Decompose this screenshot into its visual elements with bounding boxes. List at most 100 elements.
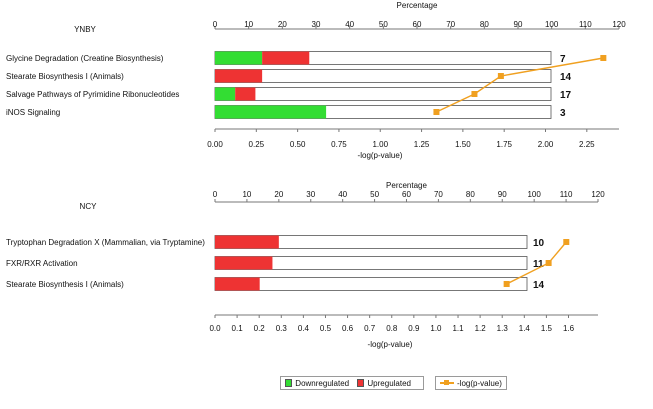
ncy-count-label: 14: [533, 280, 545, 291]
ynby-logp-point: [600, 55, 607, 61]
ncy-bottom-tick-label: 0.1: [232, 324, 244, 333]
ncy-bar-frame: [214, 277, 528, 291]
ynby-top-tick-label: 50: [379, 20, 388, 29]
ncy-logp-point: [503, 281, 510, 287]
ynby-category-label: iNOS Signaling: [6, 108, 60, 117]
ncy-top-tick-label: 120: [591, 190, 605, 199]
ynby-bar-frame: [214, 87, 552, 101]
ynby-bottom-tick-label: 0.00: [207, 140, 223, 149]
ncy-count-label: 10: [533, 238, 545, 249]
ynby-panel-label: YNBY: [74, 25, 96, 34]
ncy-top-tick-label: 110: [560, 190, 573, 199]
ynby-bottom-tick-label: 0.25: [249, 140, 265, 149]
ncy-bar-upregulated: [215, 256, 273, 270]
ynby-bar-upregulated: [262, 51, 310, 65]
ynby-bottom-tick-label: 1.75: [496, 140, 512, 149]
ncy-logp-point: [545, 260, 552, 266]
ncy-bottom-tick-label: 1.5: [541, 324, 553, 333]
ynby-bottom-tick-label: 1.00: [372, 140, 388, 149]
ncy-top-tick-label: 40: [338, 190, 347, 199]
ncy-bottom-tick-label: 1.6: [563, 324, 575, 333]
legend-label-downregulated: Downregulated: [295, 378, 350, 388]
ncy-category-label: Stearate Biosynthesis I (Animals): [6, 280, 124, 289]
ncy-logp-point: [563, 239, 570, 245]
ynby-bar-downregulated: [215, 105, 327, 119]
ncy-bottom-tick-label: 1.0: [430, 324, 442, 333]
legend-regulation: Downregulated Upregulated: [280, 376, 424, 390]
ncy-category-label: FXR/RXR Activation: [6, 259, 78, 268]
ncy-top-tick-label: 0: [213, 190, 218, 199]
ynby-top-tick-label: 90: [514, 20, 523, 29]
ynby-count-label: 3: [560, 108, 566, 119]
ynby-top-axis-title: Percentage: [397, 1, 438, 10]
legend-swatch-upregulated: [357, 379, 365, 387]
legend-line-logp: [440, 379, 454, 387]
ncy-bar-upregulated: [215, 277, 260, 291]
ncy-bottom-tick-label: 1.2: [475, 324, 487, 333]
ncy-bottom-tick-label: 0.2: [254, 324, 266, 333]
ynby-top-tick-label: 80: [480, 20, 489, 29]
legend-logp: -log(p-value): [435, 376, 507, 390]
ynby-top-tick-label: 10: [244, 20, 253, 29]
legend-label-logp: -log(p-value): [457, 378, 502, 388]
ncy-bottom-tick-label: 0.8: [386, 324, 398, 333]
ncy-top-tick-label: 20: [274, 190, 283, 199]
ynby-top-tick-label: 70: [446, 20, 455, 29]
ncy-bottom-tick-label: 0.3: [276, 324, 288, 333]
ncy-bottom-tick-label: 0.5: [320, 324, 332, 333]
ynby-top-tick-label: 30: [312, 20, 321, 29]
ncy-bottom-tick-label: 0.9: [408, 324, 420, 333]
ynby-logp-point: [471, 91, 478, 97]
ynby-bottom-tick-label: 0.50: [290, 140, 306, 149]
ncy-bottom-tick-label: 0.0: [209, 324, 221, 333]
ynby-top-tick-label: 110: [579, 20, 592, 29]
ynby-top-tick-label: 100: [545, 20, 559, 29]
ncy-top-tick-label: 10: [242, 190, 251, 199]
ynby-bar-downregulated: [215, 87, 236, 101]
ncy-count-label: 11: [533, 259, 544, 270]
ynby-category-label: Glycine Degradation (Creatine Biosynthes…: [6, 54, 164, 63]
ynby-bottom-tick-label: 0.75: [331, 140, 347, 149]
ncy-bottom-tick-label: 1.1: [452, 324, 464, 333]
ynby-logp-point: [497, 73, 504, 79]
ynby-count-label: 17: [560, 90, 572, 101]
ynby-bottom-tick-label: 2.25: [579, 140, 595, 149]
ncy-top-tick-label: 60: [402, 190, 411, 199]
ynby-top-tick-label: 40: [345, 20, 354, 29]
ynby-bar-downregulated: [215, 51, 263, 65]
ynby-top-tick-label: 120: [612, 20, 626, 29]
ynby-bottom-tick-label: 2.00: [538, 140, 554, 149]
ynby-x-axis-title: -log(p-value): [358, 151, 403, 160]
ynby-category-label: Stearate Biosynthesis I (Animals): [6, 72, 124, 81]
ncy-bottom-tick-label: 0.4: [298, 324, 310, 333]
ynby-top-tick-label: 60: [413, 20, 422, 29]
ynby-bar-upregulated: [215, 69, 263, 83]
ynby-count-label: 7: [560, 54, 566, 65]
ynby-bottom-tick-label: 1.25: [414, 140, 430, 149]
ncy-bottom-tick-label: 0.6: [342, 324, 354, 333]
ynby-count-label: 14: [560, 72, 572, 83]
ncy-top-tick-label: 100: [527, 190, 541, 199]
ncy-top-tick-label: 50: [370, 190, 379, 199]
ncy-bottom-tick-label: 1.4: [519, 324, 531, 333]
ynby-logp-point: [433, 109, 440, 115]
ncy-top-axis-title: Percentage: [386, 181, 427, 190]
ncy-top-tick-label: 30: [306, 190, 315, 199]
ncy-bottom-tick-label: 0.7: [364, 324, 376, 333]
ynby-bar-upregulated: [235, 87, 256, 101]
ncy-category-label: Tryptophan Degradation X (Mammalian, via…: [6, 238, 205, 247]
ynby-logp-line: [436, 57, 604, 113]
ncy-x-axis-title: -log(p-value): [368, 340, 413, 349]
ncy-bar-upregulated: [215, 235, 279, 249]
ncy-bottom-tick-label: 1.3: [497, 324, 509, 333]
legend-label-upregulated: Upregulated: [367, 378, 411, 388]
ncy-panel-label: NCY: [80, 202, 98, 211]
ynby-bottom-tick-label: 1.50: [455, 140, 471, 149]
legend-swatch-downregulated: [285, 379, 293, 387]
ynby-category-label: Salvage Pathways of Pyrimidine Ribonucle…: [6, 90, 179, 99]
ynby-top-tick-label: 0: [213, 20, 218, 29]
ncy-top-tick-label: 90: [498, 190, 507, 199]
ncy-top-tick-label: 80: [466, 190, 475, 199]
